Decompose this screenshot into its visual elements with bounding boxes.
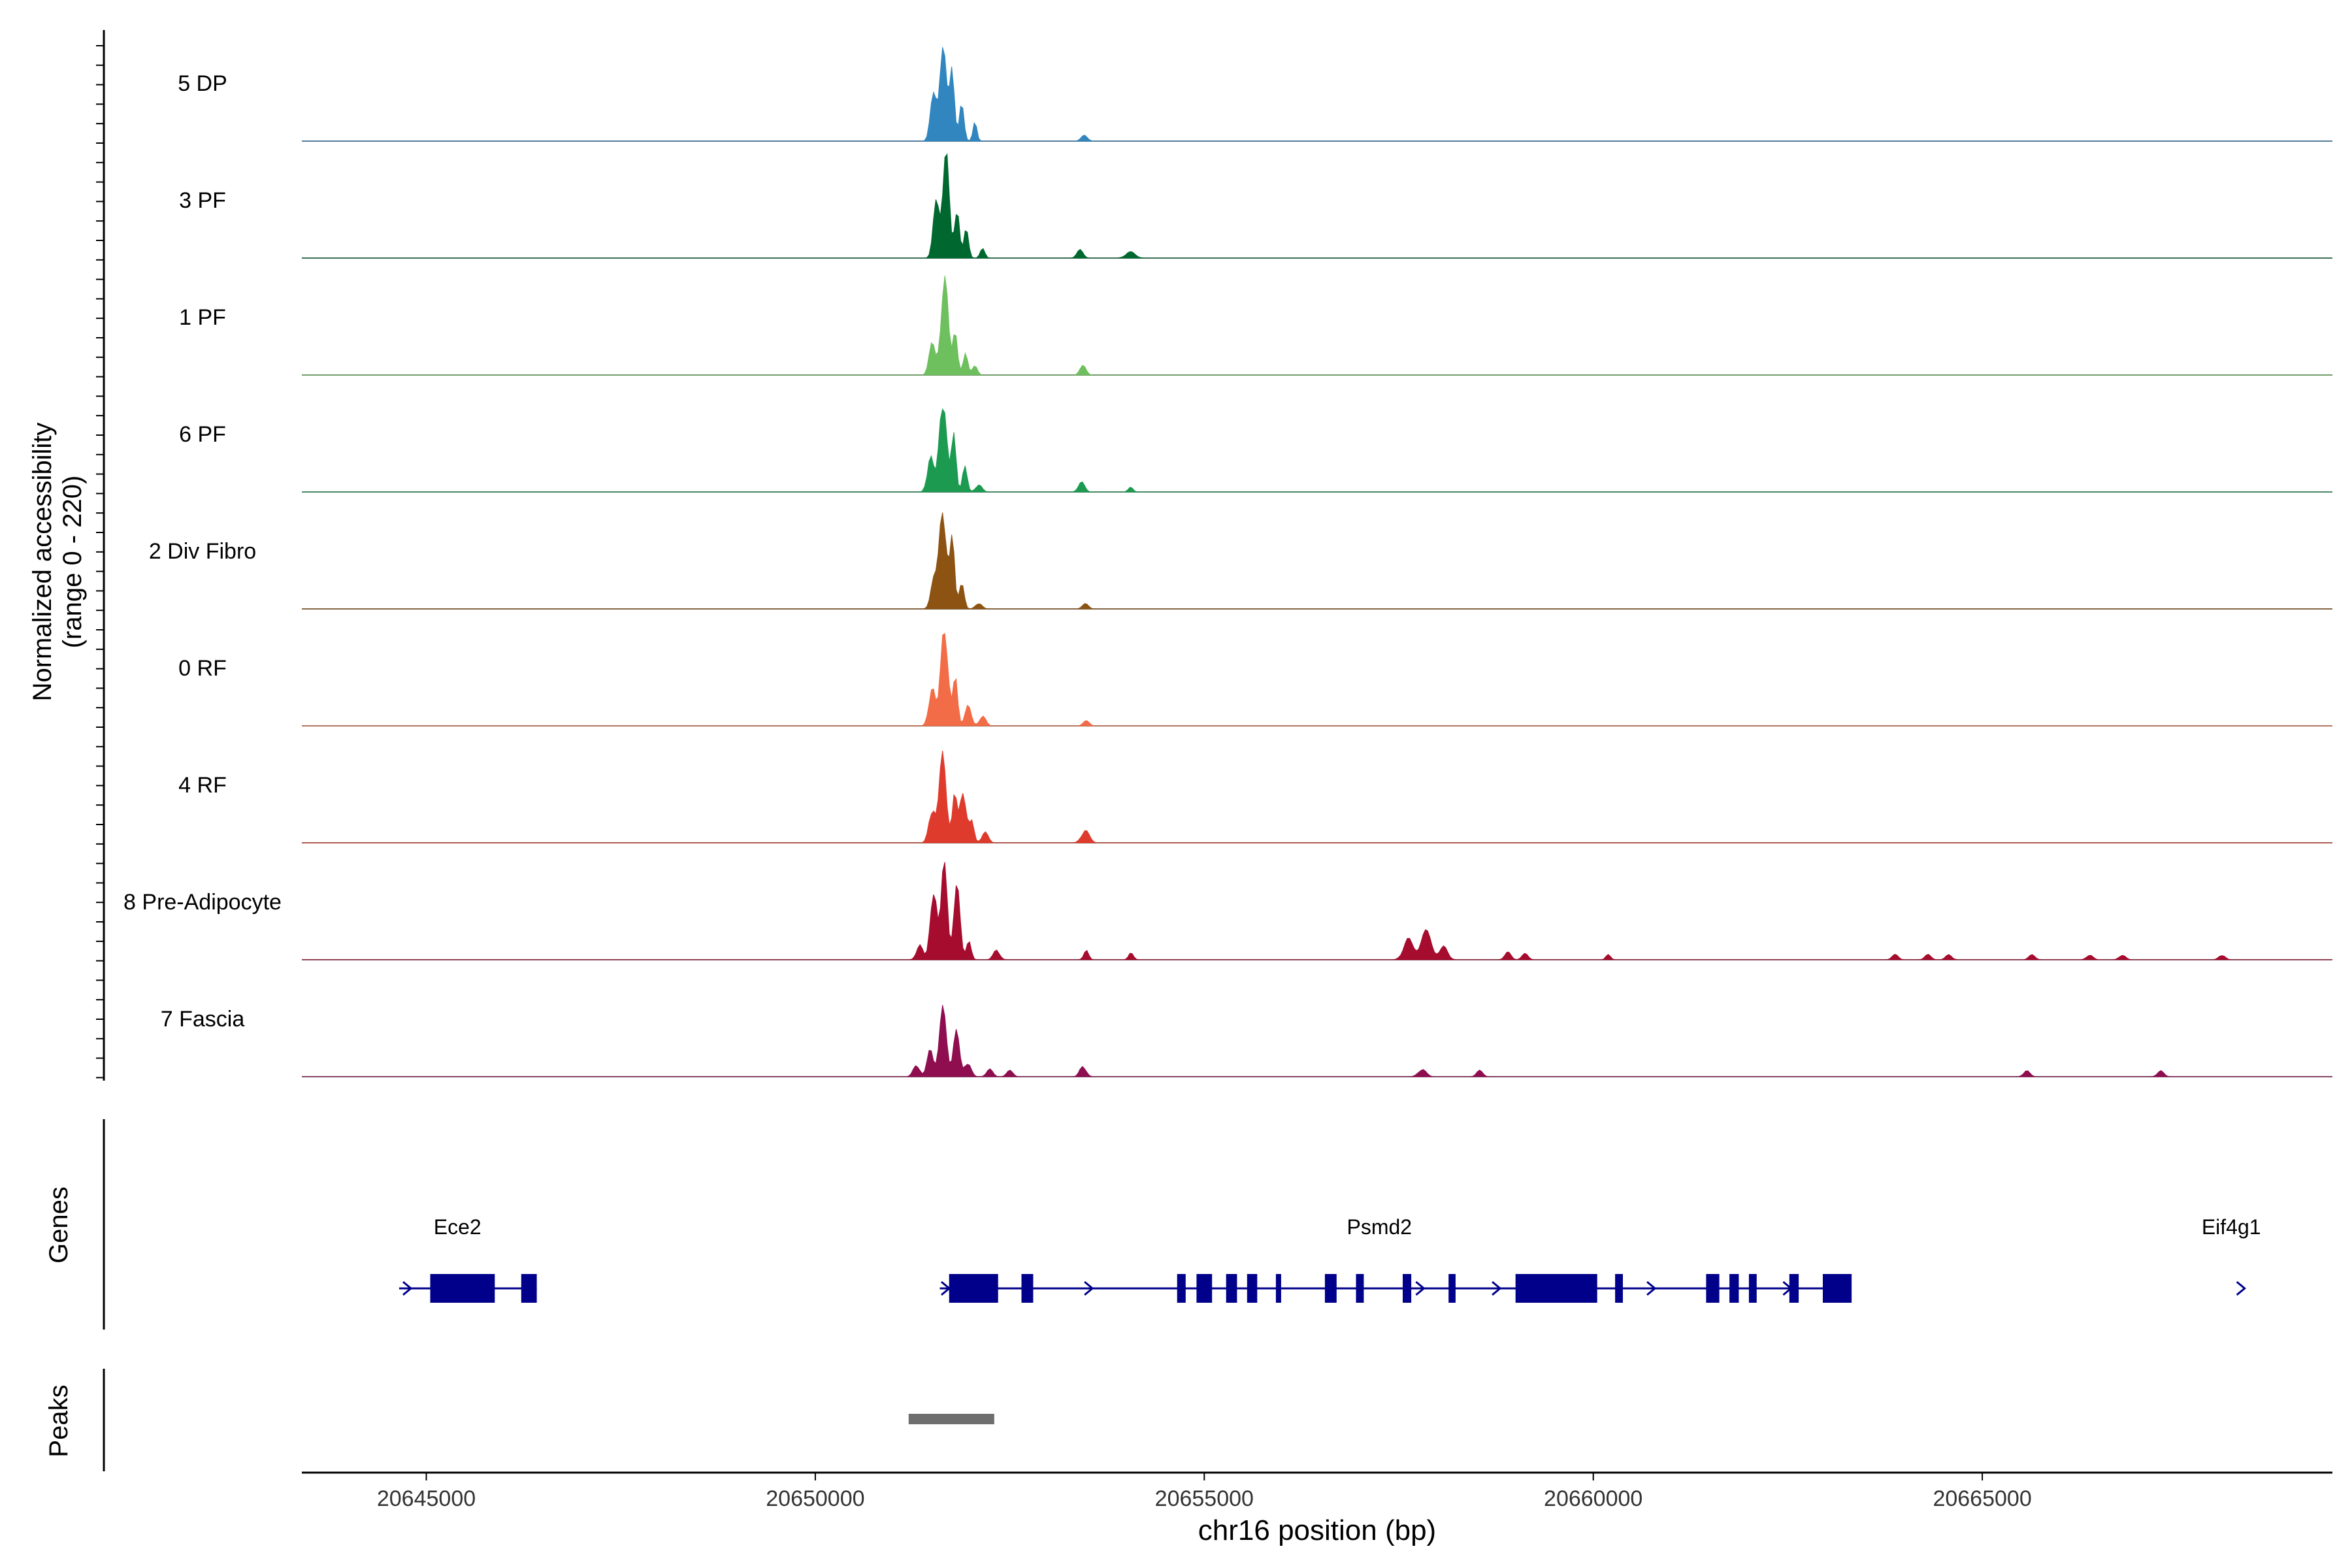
- gene-strand-arrow: [1492, 1281, 1502, 1296]
- track-3: 6 PF: [179, 408, 2332, 493]
- track-signal: [302, 1005, 2332, 1077]
- gene-exon: [521, 1274, 537, 1303]
- gene-strand-arrow: [1024, 1281, 1034, 1296]
- track-signal: [302, 47, 2332, 142]
- track-label: 8 Pre-Adipocyte: [123, 890, 282, 915]
- track-signal: [302, 408, 2332, 493]
- y-axis-ticks: [96, 45, 104, 1079]
- peaks-panel: [908, 1414, 994, 1424]
- gene-exon: [1448, 1274, 1456, 1303]
- track-signal: [302, 632, 2332, 727]
- gene-exon: [1403, 1274, 1412, 1303]
- gene-exon: [1324, 1274, 1337, 1303]
- gene-exon: [1356, 1274, 1364, 1303]
- genes-axis-label: Genes: [44, 1186, 73, 1264]
- gene-label: Eif4g1: [2202, 1215, 2261, 1239]
- gene-strand-arrow: [1084, 1281, 1094, 1296]
- gene-label: Ece2: [434, 1215, 482, 1239]
- y-axis-label-line1: Normalized accessibility: [28, 423, 57, 702]
- y-axis-label-line2: (range 0 - 220): [58, 476, 87, 649]
- gene-exon: [1823, 1274, 1852, 1303]
- gene-exon: [1789, 1274, 1799, 1303]
- track-5: 0 RF: [178, 632, 2332, 727]
- track-0: 5 DP: [178, 47, 2332, 142]
- x-tick-label: 20655000: [1155, 1486, 1254, 1511]
- gene-strand-arrow: [1782, 1281, 1793, 1296]
- track-label: 2 Div Fibro: [149, 539, 256, 564]
- gene-strand-arrow: [1415, 1281, 1426, 1296]
- coverage-panel: 5 DP 3 PF 1 PF 6 PF 2 Div Fibro 0 RF 4 RF 8 Pre…: [123, 47, 2332, 1077]
- gene-exon: [1748, 1274, 1757, 1303]
- gene-label: Psmd2: [1347, 1215, 1413, 1239]
- track-signal: [302, 862, 2332, 960]
- x-tick-label: 20665000: [1933, 1486, 2031, 1511]
- gene-exon: [1615, 1274, 1623, 1303]
- track-label: 0 RF: [178, 656, 227, 681]
- track-label: 1 PF: [179, 305, 226, 330]
- track-signal: [302, 512, 2332, 610]
- gene-strand-arrow: [941, 1281, 951, 1296]
- gene-1: Psmd2: [939, 1215, 1852, 1303]
- track-signal: [302, 750, 2332, 843]
- track-2: 1 PF: [179, 275, 2332, 376]
- gene-exon: [1275, 1274, 1281, 1303]
- track-label: 4 RF: [178, 773, 227, 798]
- x-tick-label: 20650000: [766, 1486, 864, 1511]
- track-label: 6 PF: [179, 422, 226, 447]
- track-signal: [302, 275, 2332, 376]
- gene-exon: [1706, 1274, 1720, 1303]
- peak-region: [908, 1414, 994, 1424]
- track-1: 3 PF: [179, 153, 2332, 259]
- gene-exon: [1729, 1274, 1739, 1303]
- gene-exon: [1021, 1274, 1034, 1303]
- gene-exon: [1226, 1274, 1237, 1303]
- gene-strand-arrow: [1646, 1281, 1657, 1296]
- track-signal: [302, 153, 2332, 259]
- track-label: 5 DP: [178, 71, 227, 96]
- track-6: 4 RF: [178, 750, 2332, 843]
- track-4: 2 Div Fibro: [149, 512, 2332, 610]
- track-7: 8 Pre-Adipocyte: [123, 862, 2332, 960]
- gene-exon: [1515, 1274, 1597, 1303]
- gene-exon: [430, 1274, 495, 1303]
- gene-exon: [949, 1274, 998, 1303]
- gene-exon: [1177, 1274, 1186, 1303]
- gene-strand-arrow: [402, 1281, 413, 1296]
- gene-0: Ece2: [399, 1215, 537, 1303]
- x-axis-ticks: 20645000 20650000 20655000 20660000 20665000: [377, 1473, 2032, 1511]
- x-tick-label: 20660000: [1544, 1486, 1642, 1511]
- track-8: 7 Fascia: [161, 1005, 2332, 1077]
- track-label: 7 Fascia: [161, 1007, 245, 1032]
- x-tick-label: 20645000: [377, 1486, 476, 1511]
- gene-strand-arrow: [2236, 1281, 2247, 1296]
- track-label: 3 PF: [179, 188, 226, 213]
- gene-2: Eif4g1: [2202, 1215, 2261, 1296]
- gene-exon: [1247, 1274, 1258, 1303]
- x-axis-label: chr16 position (bp): [1198, 1514, 1436, 1546]
- genes-panel: Ece2 Psmd2 Eif4g1: [399, 1215, 2261, 1303]
- peaks-axis-label: Peaks: [44, 1384, 73, 1457]
- gene-exon: [1196, 1274, 1213, 1303]
